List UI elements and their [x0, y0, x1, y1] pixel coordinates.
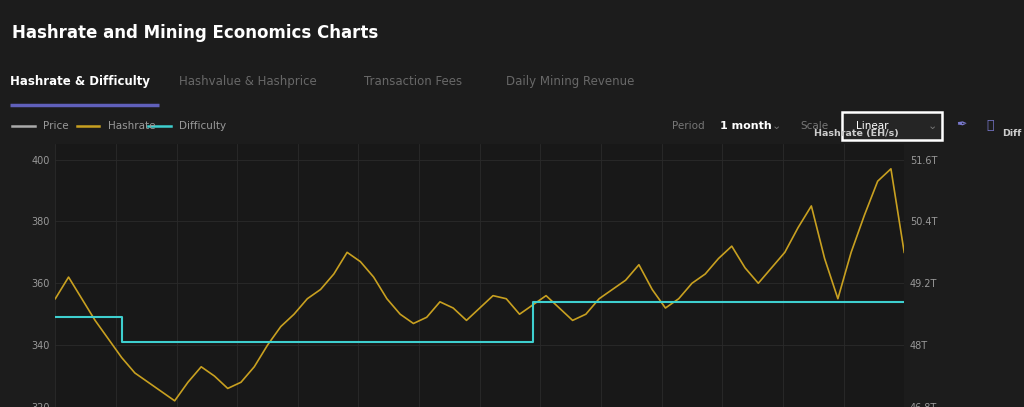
Text: ✒: ✒: [956, 119, 967, 132]
Text: Daily Mining Revenue: Daily Mining Revenue: [506, 75, 634, 88]
Text: Hashrate & Difficulty: Hashrate & Difficulty: [10, 75, 151, 88]
Text: Hashrate: Hashrate: [108, 121, 155, 131]
Text: Price: Price: [43, 121, 69, 131]
Text: Scale: Scale: [801, 121, 828, 131]
Text: 1 month: 1 month: [720, 121, 772, 131]
Text: Period: Period: [672, 121, 705, 131]
Text: ⤓: ⤓: [986, 119, 993, 132]
Text: ⌄: ⌄: [772, 121, 781, 131]
Text: Hashrate (EH/s): Hashrate (EH/s): [814, 129, 899, 138]
Text: Linear: Linear: [856, 121, 889, 131]
Text: Hashrate and Mining Economics Charts: Hashrate and Mining Economics Charts: [12, 24, 379, 42]
Text: ⌄: ⌄: [928, 121, 937, 131]
Text: Transaction Fees: Transaction Fees: [364, 75, 462, 88]
Text: Hashvalue & Hashprice: Hashvalue & Hashprice: [179, 75, 317, 88]
Text: Difficulty: Difficulty: [179, 121, 226, 131]
Text: Diff: Diff: [1002, 129, 1022, 138]
FancyBboxPatch shape: [842, 112, 942, 140]
